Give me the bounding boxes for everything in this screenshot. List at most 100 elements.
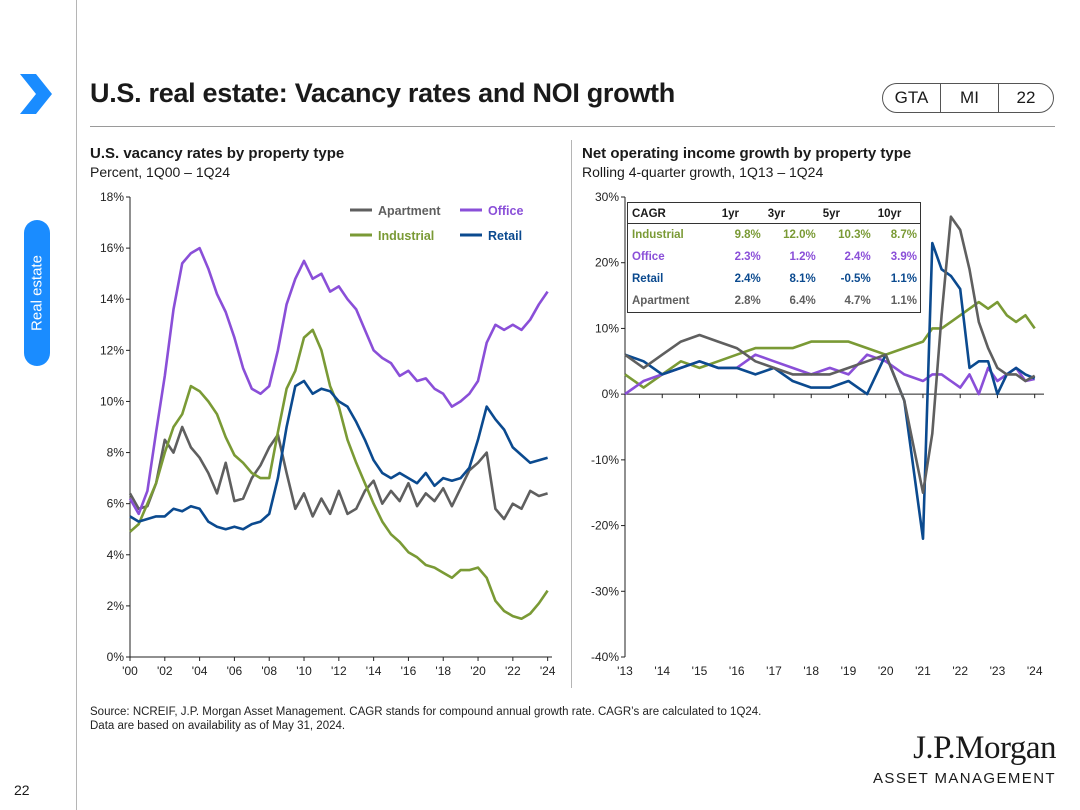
cagr-table: CAGR 1yr 3yr 5yr 10yr Industrial 9.8% 12.0… — [627, 202, 921, 313]
cagr-cell: 1.1% — [890, 295, 917, 307]
y-tick-label: 6% — [107, 497, 125, 511]
x-tick-label: '04 — [192, 664, 208, 678]
x-tick-label: '24 — [1027, 664, 1043, 678]
y-tick-label: 0% — [602, 387, 620, 401]
cagr-header: 5yr — [818, 202, 874, 224]
y-tick-label: -20% — [591, 519, 619, 533]
cagr-row-label: Office — [632, 251, 665, 263]
cagr-row: Office 2.3% 1.2% 2.4% 3.9% — [628, 246, 921, 268]
cagr-row-label: Apartment — [632, 295, 690, 307]
y-tick-label: 4% — [107, 548, 125, 562]
source-note: Source: NCREIF, J.P. Morgan Asset Manage… — [90, 705, 761, 733]
page-title: U.S. real estate: Vacancy rates and NOI … — [90, 78, 675, 108]
legend-label-industrial: Industrial — [378, 229, 434, 243]
section-tab[interactable]: Real estate — [24, 220, 50, 366]
series-line-office — [128, 246, 549, 516]
cagr-header: CAGR — [627, 202, 718, 224]
title-divider — [90, 126, 1055, 127]
cagr-cell: 1.2% — [789, 251, 816, 263]
tag-group: GTA MI 22 — [882, 83, 1054, 113]
page-number: 22 — [14, 782, 30, 798]
x-tick-label: '17 — [766, 664, 782, 678]
x-tick-label: '20 — [470, 664, 486, 678]
y-tick-label: 2% — [107, 599, 125, 613]
cagr-cell: 2.8% — [734, 295, 761, 307]
cagr-header-row: CAGR 1yr 3yr 5yr 10yr — [627, 202, 921, 224]
cagr-row: Industrial 9.8% 12.0% 10.3% 8.7% — [628, 224, 921, 247]
cagr-cell: 4.7% — [844, 295, 871, 307]
noi-chart: -40% -30% -20% -10% 0% 10% 20% 30% '13 '14 '15 '16 '… — [591, 190, 1044, 678]
cagr-cell: 1.1% — [890, 273, 917, 285]
tag-mi[interactable]: MI — [941, 84, 999, 112]
y-tick-label: 10% — [595, 321, 619, 335]
x-tick-label: '18 — [803, 664, 819, 678]
x-tick-label: '14 — [366, 664, 382, 678]
legend-label-office: Office — [488, 204, 523, 218]
legend-label-apartment: Apartment — [378, 204, 441, 218]
cagr-cell: 12.0% — [783, 229, 816, 241]
series-line-industrial — [129, 328, 549, 621]
cagr-cell: -0.5% — [840, 273, 871, 285]
y-tick-label: 0% — [107, 650, 125, 664]
x-tick-label: '22 — [505, 664, 521, 678]
source-line: Source: NCREIF, J.P. Morgan Asset Manage… — [90, 706, 762, 718]
x-tick-label: '14 — [654, 664, 670, 678]
left-chart-title: U.S. vacancy rates by property type — [90, 145, 345, 162]
y-tick-label: 30% — [595, 190, 619, 204]
side-divider — [76, 0, 77, 810]
chevron-right-icon — [20, 74, 52, 114]
chart-divider — [571, 140, 572, 688]
tag-page[interactable]: 22 — [1016, 88, 1036, 107]
x-tick-label: '02 — [157, 664, 173, 678]
x-tick-label: '15 — [692, 664, 708, 678]
cagr-row: Apartment 2.8% 6.4% 4.7% 1.1% — [628, 290, 921, 313]
cagr-header: 10yr — [873, 202, 921, 224]
x-tick-label: '10 — [296, 664, 312, 678]
cagr-cell: 2.4% — [734, 273, 761, 285]
series-line-apartment — [624, 215, 1036, 495]
x-tick-label: '21 — [915, 664, 931, 678]
cagr-cell: 2.4% — [844, 251, 871, 263]
y-tick-label: 8% — [107, 446, 125, 460]
y-tick-label: 14% — [100, 292, 124, 306]
x-tick-label: '08 — [261, 664, 277, 678]
vacancy-chart: 0% 2% 4% 6% 8% 10% 12% 14% 16% 18% '00 '02 '04 '06 '08… — [100, 190, 556, 678]
cagr-header: 1yr — [717, 202, 764, 224]
cagr-header: 3yr — [763, 202, 819, 224]
cagr-row-label: Retail — [632, 273, 664, 285]
x-tick-label: '18 — [435, 664, 451, 678]
cagr-row-label: Industrial — [632, 229, 684, 241]
x-tick-label: '06 — [227, 664, 243, 678]
y-tick-label: 20% — [595, 256, 619, 270]
x-tick-label: '16 — [401, 664, 417, 678]
x-tick-label: '19 — [841, 664, 857, 678]
cagr-row: Retail 2.4% 8.1% -0.5% 1.1% — [628, 268, 921, 290]
y-tick-label: -30% — [591, 584, 619, 598]
legend-label-retail: Retail — [488, 229, 522, 243]
cagr-cell: 8.1% — [789, 273, 816, 285]
x-tick-label: '16 — [729, 664, 745, 678]
right-chart-subtitle: Rolling 4-quarter growth, 1Q13 – 1Q24 — [582, 164, 824, 180]
cagr-cell: 10.3% — [838, 229, 871, 241]
y-tick-label: 12% — [100, 343, 124, 357]
x-tick-label: '20 — [878, 664, 894, 678]
cagr-cell: 6.4% — [789, 295, 816, 307]
source-line: Data are based on availability as of May… — [90, 720, 346, 732]
x-tick-label: '12 — [331, 664, 347, 678]
section-tab-label: Real estate — [28, 255, 46, 331]
x-tick-label: '22 — [952, 664, 968, 678]
y-tick-label: -40% — [591, 650, 619, 664]
x-tick-label: '24 — [540, 664, 556, 678]
left-chart-subtitle: Percent, 1Q00 – 1Q24 — [90, 164, 231, 180]
x-tick-label: '00 — [122, 664, 138, 678]
y-tick-label: 10% — [100, 394, 124, 408]
cagr-cell: 8.7% — [890, 229, 917, 241]
tag-gta[interactable]: GTA — [883, 84, 941, 112]
y-tick-label: -10% — [591, 453, 619, 467]
x-tick-label: '23 — [990, 664, 1006, 678]
series-line-retail — [129, 379, 548, 531]
cagr-cell: 9.8% — [734, 229, 761, 241]
logo-wordmark: J.P.Morgan — [913, 730, 1056, 766]
y-tick-label: 18% — [100, 190, 124, 204]
y-tick-label: 16% — [100, 241, 124, 255]
